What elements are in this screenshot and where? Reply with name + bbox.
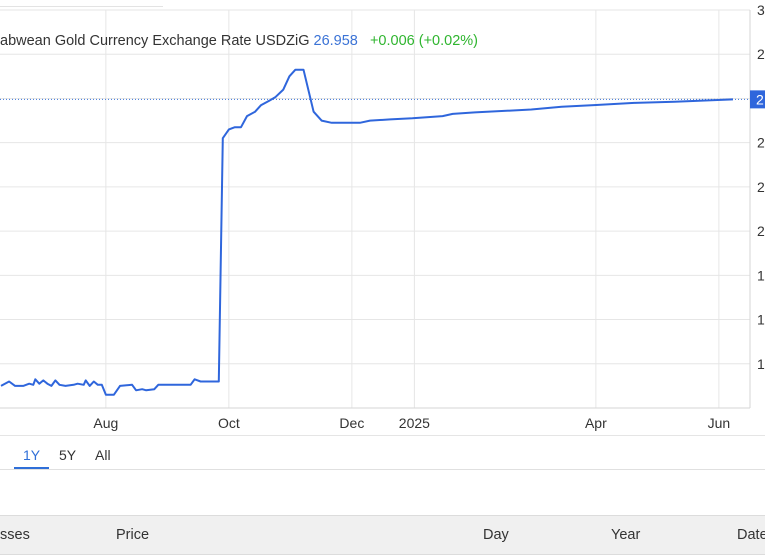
current-price-marker [750, 90, 765, 109]
x-tick-label: Aug [93, 415, 118, 431]
col-header-day[interactable]: Day [483, 527, 509, 543]
x-tick-label: Jun [708, 415, 731, 431]
active-range-indicator [14, 467, 49, 469]
y-tick-label: 1 [757, 267, 765, 283]
range-all-button[interactable]: All [95, 447, 111, 463]
current-price-label: 2 [756, 91, 764, 107]
top-divider [0, 6, 163, 7]
y-tick-label: 2 [757, 46, 765, 62]
exchange-rate-chart[interactable]: 11(1222223AugOctDec2025AprJun2 [0, 0, 765, 435]
last-price: 26.958 [313, 33, 358, 49]
x-tick-label: Oct [218, 415, 240, 431]
x-tick-label: 2025 [399, 415, 430, 431]
y-tick-label: 1 [757, 356, 765, 372]
x-tick-label: Dec [339, 415, 364, 431]
y-tick-label: 2 [757, 179, 765, 195]
y-tick-label: 2 [757, 135, 765, 151]
col-header-losses[interactable]: sses [0, 527, 30, 543]
col-header-date[interactable]: Date [737, 527, 765, 543]
y-tick-label: 3 [757, 2, 765, 18]
range-1y-button[interactable]: 1Y [23, 447, 41, 463]
x-tick-label: Apr [585, 415, 607, 431]
col-header-year[interactable]: Year [611, 527, 641, 543]
col-header-price[interactable]: Price [116, 527, 150, 543]
range-5y-button[interactable]: 5Y [59, 447, 77, 463]
chart-title-name: abwean Gold Currency Exchange Rate USDZi… [0, 33, 310, 49]
table-header: sses Price Day Year Date [0, 515, 765, 555]
range-selector: 1Y 5Y All [0, 435, 765, 470]
y-tick-label: 1( [757, 312, 765, 328]
series-line [0, 68, 734, 396]
y-tick-label: 2 [757, 223, 765, 239]
chart-title: abwean Gold Currency Exchange Rate USDZi… [0, 33, 478, 49]
price-change: +0.006 (+0.02%) [369, 33, 478, 49]
